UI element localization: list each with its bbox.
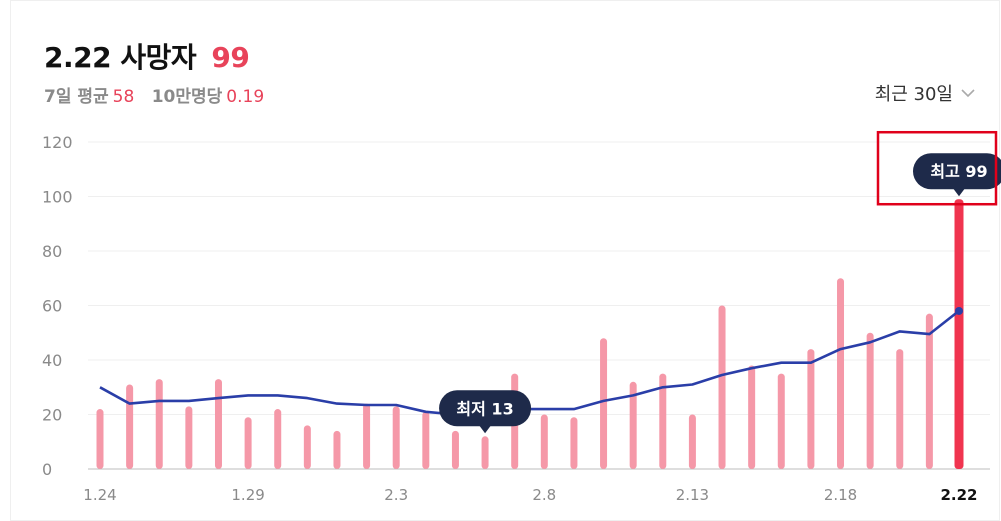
max-tooltip-bubble bbox=[913, 153, 1001, 190]
bar bbox=[422, 411, 430, 469]
x-tick-label: 2.22 bbox=[940, 486, 977, 504]
bar bbox=[688, 414, 696, 469]
x-tick-label: 2.3 bbox=[384, 486, 408, 504]
bar bbox=[126, 384, 134, 469]
bar bbox=[866, 332, 874, 469]
y-tick-label: 100 bbox=[42, 188, 73, 207]
max-tooltip-pointer bbox=[953, 188, 965, 197]
x-tick-label: 2.8 bbox=[532, 486, 556, 504]
title-value: 99 bbox=[211, 41, 250, 74]
title-metric: 사망자 bbox=[120, 41, 197, 74]
x-tick-label: 1.24 bbox=[83, 486, 116, 504]
x-tick-label: 2.18 bbox=[824, 486, 857, 504]
bar bbox=[303, 425, 311, 469]
y-tick-label: 60 bbox=[42, 297, 62, 316]
bar bbox=[214, 379, 222, 469]
bar bbox=[244, 417, 252, 469]
title-date: 2.22 bbox=[44, 41, 112, 74]
bar bbox=[629, 381, 637, 469]
bar bbox=[659, 373, 667, 469]
bar bbox=[540, 414, 548, 469]
y-tick-label: 80 bbox=[42, 242, 62, 261]
bar bbox=[718, 305, 726, 469]
peak-highlight-box bbox=[876, 130, 998, 206]
bar bbox=[185, 406, 193, 469]
page-title: 2.22 사망자 99 bbox=[44, 36, 250, 76]
bar bbox=[600, 338, 608, 469]
y-tick-label: 120 bbox=[42, 133, 73, 152]
bar bbox=[807, 349, 815, 469]
bar bbox=[748, 365, 756, 469]
bar bbox=[451, 430, 459, 469]
bar bbox=[896, 349, 904, 469]
chevron-down-icon bbox=[961, 89, 975, 98]
bar bbox=[333, 430, 341, 469]
bar bbox=[777, 373, 785, 469]
bar bbox=[837, 278, 845, 469]
average-point bbox=[955, 306, 963, 315]
avg-value: 58 bbox=[112, 87, 135, 107]
min-tooltip-pointer bbox=[479, 425, 492, 434]
avg-label: 7일 평균 bbox=[44, 87, 109, 107]
bar bbox=[954, 199, 964, 469]
bar bbox=[570, 417, 578, 469]
period-dropdown[interactable]: 최근 30일 bbox=[875, 80, 977, 106]
bar bbox=[392, 406, 400, 469]
y-tick-label: 0 bbox=[42, 460, 52, 479]
summary-stats: 7일 평균 58 10만명당 0.19 bbox=[44, 82, 276, 107]
min-tooltip-text: 최저 13 bbox=[456, 399, 513, 418]
bar bbox=[155, 379, 163, 469]
bar bbox=[481, 436, 489, 469]
per-capita-label: 10만명당 bbox=[151, 87, 223, 107]
y-tick-label: 20 bbox=[42, 406, 62, 425]
deaths-card bbox=[10, 0, 1000, 521]
bar bbox=[274, 409, 282, 469]
bar bbox=[96, 409, 104, 469]
per-capita-value: 0.19 bbox=[226, 87, 265, 107]
period-label: 최근 30일 bbox=[874, 84, 953, 105]
y-tick-label: 40 bbox=[42, 351, 62, 370]
x-tick-label: 1.29 bbox=[231, 486, 264, 504]
bar bbox=[363, 403, 371, 469]
x-tick-label: 2.13 bbox=[676, 486, 709, 504]
min-tooltip-bubble bbox=[439, 390, 532, 427]
max-tooltip-text: 최고 99 bbox=[930, 162, 987, 181]
bar bbox=[925, 313, 933, 469]
